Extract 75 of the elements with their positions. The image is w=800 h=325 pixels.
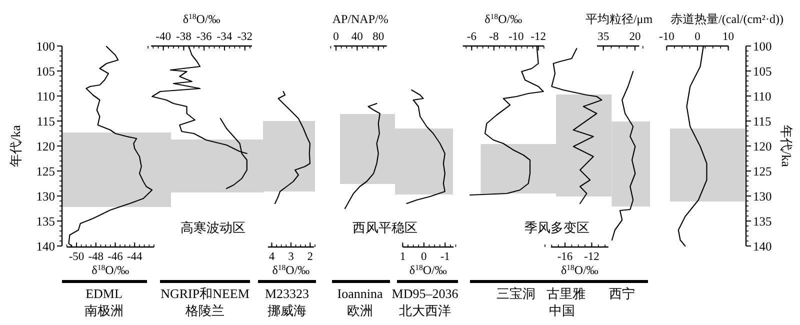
- x-tick-label: -44: [126, 251, 143, 263]
- x-tick-label: 2: [307, 251, 314, 263]
- text: NGRIP和NEEM: [160, 286, 250, 301]
- x-tick-label: 40: [351, 31, 364, 43]
- x-tick-label: 4: [268, 251, 275, 263]
- x-tick-label: 10: [722, 31, 734, 43]
- x-tick-label: -36: [196, 31, 212, 43]
- y-tick-label: 140: [36, 240, 55, 254]
- x-axis-title: 赤道热量/(cal/(cm²·d)): [670, 12, 784, 26]
- x-axis-title: δ$^{18}$O/‰: [409, 262, 447, 277]
- x-axis-title: δ$^{18}$O/‰: [560, 262, 598, 277]
- text: 挪威海: [268, 303, 306, 318]
- text: 中国: [549, 303, 575, 318]
- text: Ioannina: [337, 286, 383, 301]
- annotation: 西风平稳区: [352, 220, 418, 235]
- y-tick-label: 115: [753, 114, 772, 128]
- text: 西宁: [609, 286, 635, 301]
- text: MD95–2036: [392, 286, 459, 301]
- x-tick-label: -48: [88, 251, 104, 263]
- text: M23323: [264, 286, 310, 301]
- y-tick-label: 135: [753, 214, 772, 228]
- x-tick-label: -46: [108, 251, 124, 263]
- y-tick-label: 110: [36, 90, 55, 104]
- y-tick-label: 110: [753, 90, 772, 104]
- y-tick-label: 135: [36, 214, 55, 228]
- y-tick-label: 100: [36, 40, 55, 54]
- x-tick-label: 1: [400, 251, 406, 263]
- y-tick-label: 125: [753, 164, 772, 178]
- x-tick-label: -50: [68, 251, 84, 263]
- x-tick-label: -32: [237, 31, 253, 43]
- x-axis-title: δ$^{18}$O/‰: [92, 262, 130, 277]
- x-tick-label: 3: [288, 251, 294, 263]
- y-tick-label: 130: [36, 190, 55, 204]
- x-tick-label: 35: [598, 31, 610, 43]
- text: EDML: [86, 286, 122, 301]
- x-tick-label: -38: [176, 31, 192, 43]
- y-axis-title: 年代/ka: [8, 124, 23, 167]
- annotation: 高寒波动区: [180, 220, 246, 235]
- y-tick-label: 115: [36, 114, 55, 128]
- x-tick-label: -6: [466, 31, 477, 43]
- x-axis-title: AP/NAP/%: [332, 12, 388, 26]
- x-tick-label: -16: [557, 251, 573, 263]
- y-tick-label: 120: [36, 140, 55, 154]
- text: 欧洲: [347, 303, 373, 318]
- y-tick-label: 105: [36, 64, 55, 78]
- x-tick-label: -12: [584, 251, 600, 263]
- text: 三宝洞: [496, 286, 536, 301]
- x-axis-title: δ$^{18}$O/‰: [182, 12, 220, 26]
- x-tick-label: 20: [629, 31, 641, 43]
- y-tick-label: 125: [36, 164, 55, 178]
- annotation: 季风多变区: [524, 220, 590, 235]
- x-tick-label: 0: [694, 31, 701, 43]
- x-axis-title: δ$^{18}$O/‰: [484, 12, 522, 26]
- x-tick-label: -8: [489, 31, 499, 43]
- y-tick-label: 105: [753, 64, 772, 78]
- x-tick-label: -34: [216, 31, 232, 43]
- y-tick-label: 140: [753, 240, 772, 254]
- x-tick-label: -1: [440, 251, 450, 263]
- text: 南极洲: [84, 303, 124, 318]
- y-tick-label: 120: [753, 140, 772, 154]
- text: 格陵兰: [184, 303, 224, 318]
- y-tick-label: 100: [753, 40, 772, 54]
- x-tick-label: -10: [659, 31, 675, 43]
- text: 古里雅: [546, 286, 586, 301]
- y-axis-title: 年代/ka: [779, 125, 794, 168]
- x-tick-label: -10: [508, 31, 524, 43]
- y-tick-label: 130: [753, 190, 772, 204]
- x-tick-label: 0: [421, 251, 428, 263]
- x-tick-label: 0: [333, 31, 340, 43]
- x-tick-label: -12: [530, 31, 546, 43]
- x-axis-title: 平均粒径/μm: [585, 12, 654, 26]
- x-axis-title: δ$^{18}$O/‰: [272, 262, 310, 277]
- text: 北大西洋: [399, 303, 451, 318]
- x-tick-label: 80: [372, 31, 384, 43]
- x-tick-label: -40: [156, 31, 172, 43]
